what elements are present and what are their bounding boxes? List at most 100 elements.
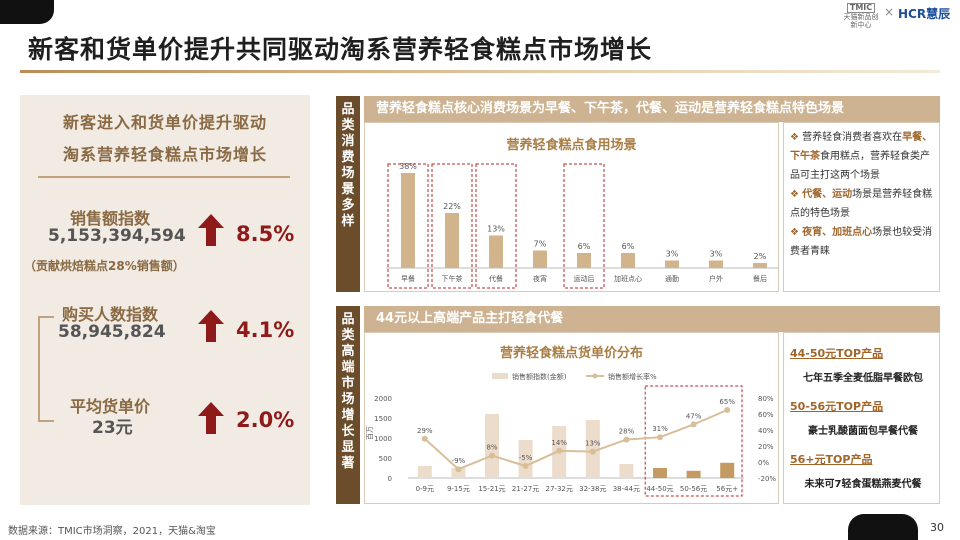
growth-point-56元+ bbox=[724, 407, 731, 413]
metric-pct-price: 2.0% bbox=[236, 408, 295, 432]
bar-运动后 bbox=[577, 253, 591, 268]
top-products-box bbox=[783, 332, 940, 504]
metric-value-sales: 5,153,394,594 bbox=[48, 226, 186, 246]
legend-bar-swatch bbox=[492, 373, 508, 379]
tick-label-夜宵: 夜宵 bbox=[533, 274, 547, 283]
summary-divider bbox=[38, 176, 290, 178]
y-left-tick-1500: 1500 bbox=[374, 415, 392, 423]
metric-pct-sales: 8.5% bbox=[236, 222, 295, 246]
data-label-通勤: 3% bbox=[666, 250, 679, 259]
metric-value-buyers: 58,945,824 bbox=[58, 322, 166, 342]
page-title: 新客和货单价提升共同驱动淘系营养轻食糕点市场增长 bbox=[28, 35, 653, 64]
y-right-tick-0%: 0% bbox=[758, 459, 769, 467]
top-products: 44-50元TOP产品 七年五季全麦低脂早餐欧包 50-56元TOP产品 豪士乳… bbox=[790, 345, 936, 490]
tick-label-运动后: 运动后 bbox=[574, 274, 595, 283]
tick-label-15-21元: 15-21元 bbox=[478, 485, 505, 493]
metric-label-sales: 销售额指数 bbox=[70, 209, 151, 228]
summary-panel bbox=[20, 95, 310, 505]
brand-separator: × bbox=[884, 5, 895, 19]
bar-0-9元 bbox=[417, 466, 432, 478]
tmic-logo: TMIC 天猫新品创新中心 bbox=[843, 3, 879, 29]
legend-line-label: 销售额增长率% bbox=[608, 372, 657, 381]
bar-夜宵 bbox=[533, 250, 547, 268]
y-left-unit: 百万 bbox=[366, 426, 374, 440]
metric-label-price: 平均货单价 bbox=[70, 397, 151, 416]
bar-加班点心 bbox=[621, 253, 635, 268]
data-label-夜宵: 7% bbox=[534, 240, 547, 249]
section1-side-label: 品类消费场景多样 bbox=[336, 96, 360, 292]
growth-point-21-27元 bbox=[522, 463, 529, 469]
metric-value-price: 23元 bbox=[92, 418, 133, 438]
growth-line bbox=[424, 409, 728, 471]
tick-label-38-44元: 38-44元 bbox=[613, 485, 640, 493]
growth-point-38-44元 bbox=[623, 436, 630, 443]
bar-通勤 bbox=[665, 260, 679, 268]
growth-point-0-9元 bbox=[421, 435, 428, 442]
top-product-44-50: 七年五季全麦低脂早餐欧包 bbox=[803, 373, 923, 384]
up-arrow-icon bbox=[198, 310, 224, 342]
note-item: ❖ 营养轻食消费者喜欢在早餐、下午茶食用糕点，营养轻食类产品可主打这两个场景 bbox=[790, 132, 933, 181]
bar-餐后 bbox=[753, 263, 767, 268]
growth-label-38-44元: 28% bbox=[619, 428, 635, 436]
tick-label-餐后: 餐后 bbox=[753, 274, 767, 283]
tmall-cat-logo-top bbox=[0, 0, 54, 24]
metric-note: （贡献烘焙糕点28%销售额） bbox=[24, 259, 185, 273]
highlight-box-早餐 bbox=[387, 163, 429, 289]
highlight-box-代餐 bbox=[475, 163, 517, 289]
top-label-50-56: 50-56元TOP产品 bbox=[790, 400, 884, 413]
bar-代餐 bbox=[489, 235, 503, 268]
metric-label-buyers: 购买人数指数 bbox=[62, 305, 159, 324]
y-right-tick-60%: 60% bbox=[758, 411, 774, 419]
data-label-下午茶: 22% bbox=[443, 202, 461, 211]
y-right-tick-80%: 80% bbox=[758, 395, 774, 403]
scenario-bar-chart: 38% 早餐 22% 下午茶 13% 代餐 7% 夜宵 6% 运动后 6% 加班点心 3% 通勤 3% 户外 2… bbox=[386, 162, 779, 289]
y-left-tick-2000: 2000 bbox=[374, 395, 392, 403]
growth-point-50-56元 bbox=[690, 421, 697, 428]
data-label-餐后: 2% bbox=[754, 252, 767, 261]
highlight-box-high-price bbox=[644, 385, 743, 497]
bar-38-44元 bbox=[619, 464, 634, 478]
bar-15-21元 bbox=[485, 414, 499, 478]
section1-header: 营养轻食糕点核心消费场景为早餐、下午茶，代餐、运动是营养轻食糕点特色场景 bbox=[364, 96, 940, 122]
tmall-cat-logo-bottom bbox=[848, 514, 918, 540]
tick-label-户外: 户外 bbox=[709, 274, 723, 283]
up-arrow-icon bbox=[198, 402, 224, 434]
summary-heading: 新客进入和货单价提升驱动 淘系营养轻食糕点市场增长 bbox=[62, 113, 267, 164]
bar-50-56元 bbox=[686, 470, 701, 478]
metric-bracket bbox=[38, 316, 54, 422]
data-label-早餐: 38% bbox=[399, 162, 417, 171]
growth-label-21-27元: -5% bbox=[519, 454, 533, 462]
top-label-56plus: 56+元TOP产品 bbox=[790, 453, 873, 466]
y-right-tick-20%: 20% bbox=[758, 443, 774, 451]
data-label-户外: 3% bbox=[710, 250, 723, 259]
data-label-运动后: 6% bbox=[578, 242, 591, 251]
title-underline bbox=[20, 70, 940, 73]
price-combo-chart: 销售额指数(金额) 销售额增长率% 0 500 1000 1500 2000 -20% 0% 20… bbox=[366, 372, 776, 497]
growth-label-9-15元: -9% bbox=[452, 457, 466, 465]
top-label-44-50: 44-50元TOP产品 bbox=[790, 347, 884, 360]
growth-point-27-32元 bbox=[556, 447, 563, 454]
bar-下午茶 bbox=[445, 213, 459, 268]
growth-label-50-56元: 47% bbox=[686, 412, 702, 420]
data-label-加班点心: 6% bbox=[622, 242, 635, 251]
tick-label-50-56元: 50-56元 bbox=[680, 485, 707, 493]
top-product-50-56: 豪士乳酸菌面包早餐代餐 bbox=[808, 426, 918, 437]
note-item: ❖ 代餐、运动场景是营养轻食糕点的特色场景 bbox=[790, 189, 933, 219]
metric-pct-buyers: 4.1% bbox=[236, 318, 295, 342]
bar-56元+ bbox=[720, 462, 735, 478]
scenario-notes-box bbox=[783, 122, 940, 292]
note-item: ❖ 夜宵、加班点心场景也较受消费者青睐 bbox=[790, 227, 933, 257]
tick-label-下午茶: 下午茶 bbox=[442, 274, 463, 283]
tick-label-通勤: 通勤 bbox=[665, 274, 679, 283]
page-number: 30 bbox=[930, 521, 944, 534]
growth-point-9-15元 bbox=[455, 466, 462, 473]
highlight-box-下午茶 bbox=[431, 163, 473, 289]
bar-早餐 bbox=[401, 173, 415, 268]
tick-label-44-50元: 44-50元 bbox=[646, 485, 673, 493]
y-left-tick-0: 0 bbox=[388, 475, 392, 483]
tick-label-32-38元: 32-38元 bbox=[579, 485, 606, 493]
growth-point-15-21元 bbox=[489, 452, 495, 459]
growth-label-32-38元: 13% bbox=[585, 440, 601, 448]
growth-point-44-50元 bbox=[657, 434, 663, 441]
top-product-56plus: 未来可7轻食蛋糕燕麦代餐 bbox=[804, 479, 922, 490]
